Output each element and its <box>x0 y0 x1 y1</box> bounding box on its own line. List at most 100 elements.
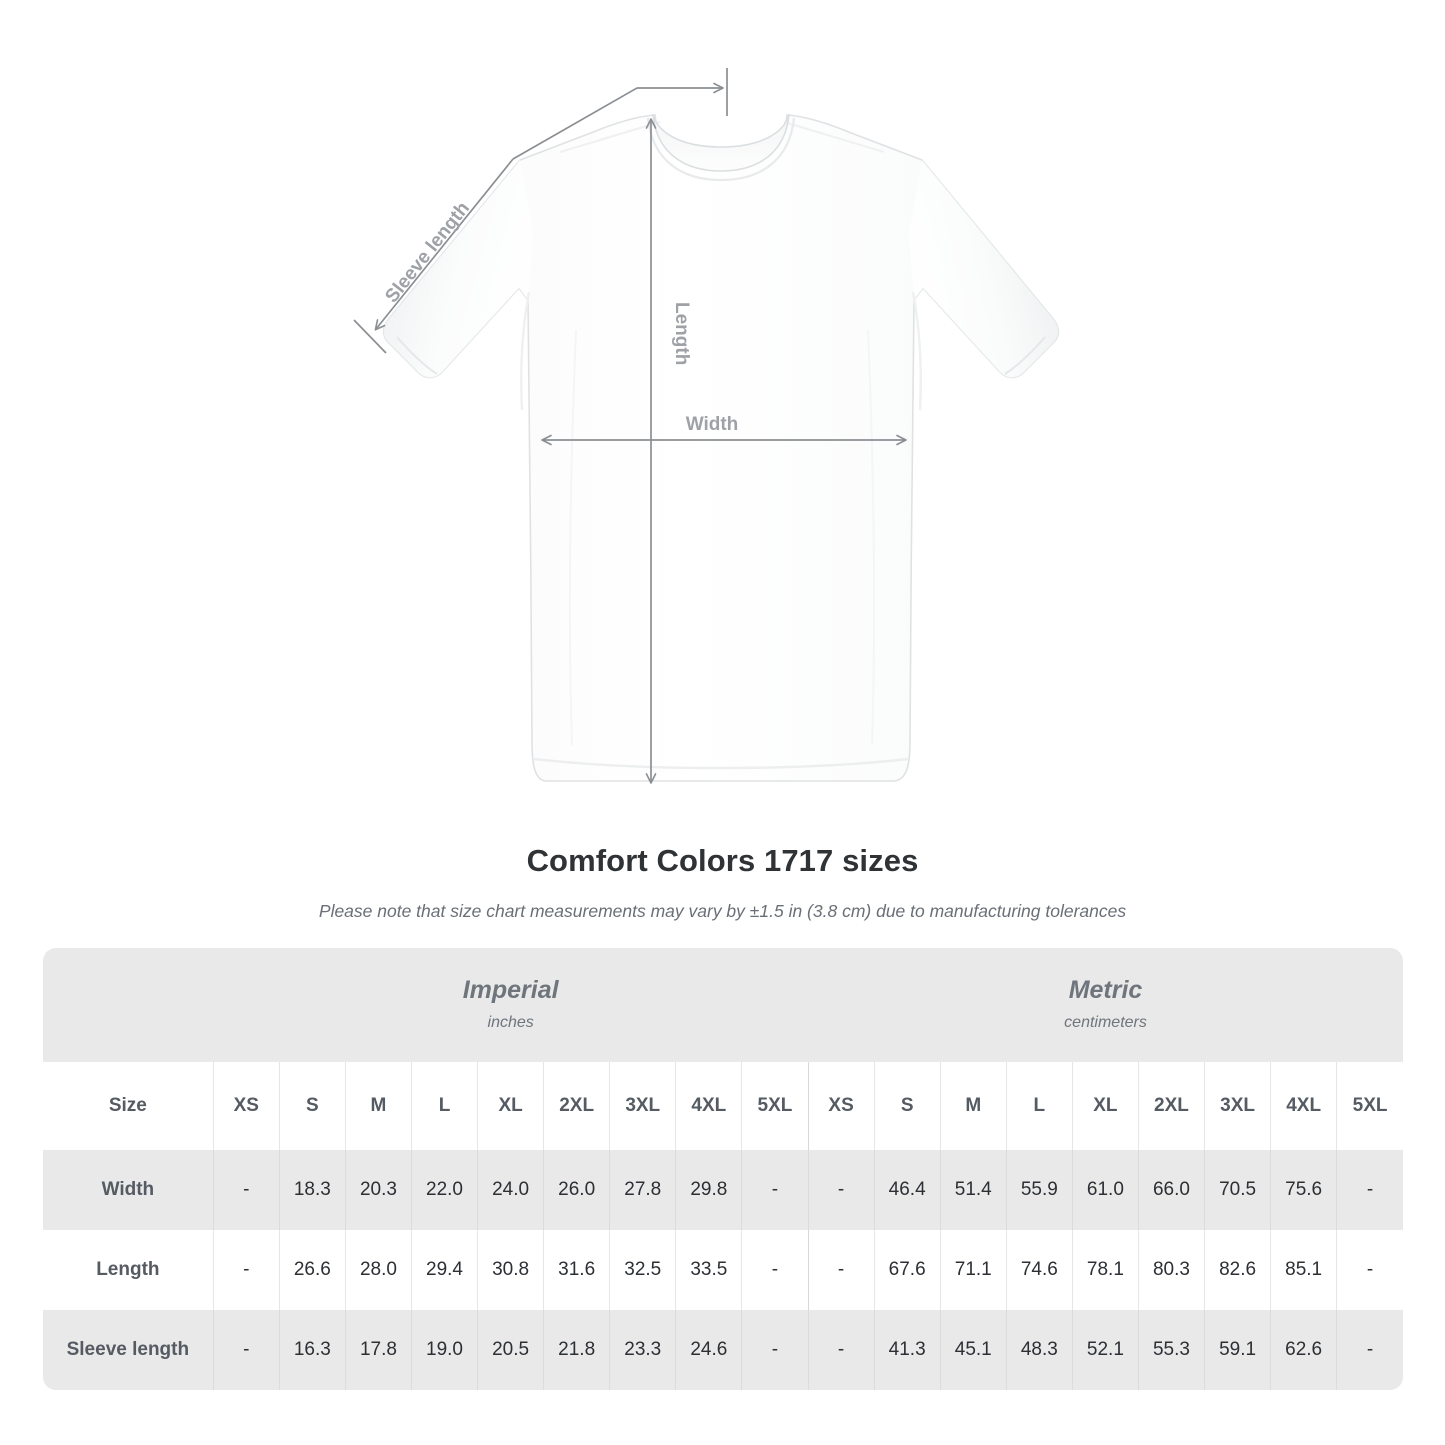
cell-sleeve-imperial-xl: 20.5 <box>477 1310 545 1390</box>
table-row: Sleeve length - 16.3 17.8 19.0 20.5 21.8… <box>43 1310 1403 1390</box>
cell-width-metric-xl: 61.0 <box>1072 1150 1139 1230</box>
cell-length-metric-4xl: 85.1 <box>1270 1230 1338 1310</box>
cell-length-metric-m: 71.1 <box>940 1230 1007 1310</box>
cell-length-metric-5xl: - <box>1336 1230 1403 1310</box>
header-cell-metric-3xl: 3XL <box>1204 1062 1272 1150</box>
width-label: Width <box>686 414 739 435</box>
cell-width-metric-xs: - <box>808 1150 875 1230</box>
unit-group-imperial: Imperial inches <box>213 948 809 1062</box>
heading-block: Comfort Colors 1717 sizes Please note th… <box>0 840 1445 923</box>
header-cell-imperial-4xl: 4XL <box>675 1062 743 1150</box>
cell-width-imperial-5xl: - <box>741 1150 809 1230</box>
cell-length-imperial-s: 26.6 <box>279 1230 346 1310</box>
cell-sleeve-imperial-l: 19.0 <box>411 1310 479 1390</box>
cell-width-imperial-xs: - <box>213 1150 280 1230</box>
collar-outer-stitch <box>646 117 796 182</box>
cell-width-imperial-l: 22.0 <box>411 1150 479 1230</box>
cell-width-metric-5xl: - <box>1336 1150 1403 1230</box>
size-table-wrapper: Imperial inches Metric centimeters Size … <box>43 948 1403 1390</box>
cell-length-metric-l: 74.6 <box>1006 1230 1073 1310</box>
cell-sleeve-metric-l: 48.3 <box>1006 1310 1073 1390</box>
header-cell-metric-4xl: 4XL <box>1270 1062 1338 1150</box>
cell-length-metric-xl: 78.1 <box>1072 1230 1139 1310</box>
size-header-row: Size XS S M L XL 2XL 3XL 4XL 5XL XS S M … <box>43 1062 1403 1150</box>
header-cell-imperial-l: L <box>411 1062 479 1150</box>
cell-sleeve-metric-m: 45.1 <box>940 1310 1007 1390</box>
row-label-width: Width <box>43 1150 214 1230</box>
cell-length-imperial-xl: 30.8 <box>477 1230 545 1310</box>
unit-header-row: Imperial inches Metric centimeters <box>43 948 1403 1062</box>
unit-spacer-cell <box>43 948 214 1062</box>
sleeve-end-tick <box>353 319 387 354</box>
left-shoulder-seam <box>559 120 661 154</box>
sleeve-upper-segment <box>512 87 638 160</box>
cell-sleeve-metric-xs: - <box>808 1310 875 1390</box>
cell-length-imperial-l: 29.4 <box>411 1230 479 1310</box>
tolerance-note: Please note that size chart measurements… <box>318 901 1127 921</box>
cell-width-metric-3xl: 70.5 <box>1204 1150 1272 1230</box>
width-annotation: Width <box>541 414 907 446</box>
sleeve-diagonal-line <box>374 158 514 331</box>
table-row: Width - 18.3 20.3 22.0 24.0 26.0 27.8 29… <box>43 1150 1403 1230</box>
cell-length-metric-s: 67.6 <box>874 1230 941 1310</box>
cell-length-metric-xs: - <box>808 1230 875 1310</box>
cell-sleeve-imperial-4xl: 24.6 <box>675 1310 743 1390</box>
body-fold-right <box>867 329 876 746</box>
cell-width-imperial-m: 20.3 <box>345 1150 412 1230</box>
cell-sleeve-metric-4xl: 62.6 <box>1270 1310 1338 1390</box>
body-fold-left <box>568 329 577 746</box>
cell-length-imperial-xs: - <box>213 1230 280 1310</box>
header-cell-imperial-xs: XS <box>213 1062 280 1150</box>
cell-length-imperial-3xl: 32.5 <box>609 1230 677 1310</box>
tshirt-graphic <box>382 113 1060 782</box>
header-cell-metric-5xl: 5XL <box>1336 1062 1403 1150</box>
cell-width-metric-2xl: 66.0 <box>1138 1150 1206 1230</box>
cell-length-imperial-5xl: - <box>741 1230 809 1310</box>
row-label-length: Length <box>43 1230 214 1310</box>
header-cell-metric-l: L <box>1006 1062 1073 1150</box>
header-cell-imperial-xl: XL <box>477 1062 545 1150</box>
header-cell-metric-xl: XL <box>1072 1062 1139 1150</box>
cell-length-metric-3xl: 82.6 <box>1204 1230 1272 1310</box>
header-cell-metric-2xl: 2XL <box>1138 1062 1206 1150</box>
cell-sleeve-metric-s: 41.3 <box>874 1310 941 1390</box>
cell-sleeve-metric-xl: 52.1 <box>1072 1310 1139 1390</box>
left-armhole-seam <box>520 291 531 411</box>
cell-sleeve-imperial-2xl: 21.8 <box>543 1310 611 1390</box>
cell-width-metric-s: 46.4 <box>874 1150 941 1230</box>
table-row: Length - 26.6 28.0 29.4 30.8 31.6 32.5 3… <box>43 1230 1403 1310</box>
right-sleeve-shade <box>909 160 1059 378</box>
header-cell-imperial-m: M <box>345 1062 412 1150</box>
cell-length-imperial-m: 28.0 <box>345 1230 412 1310</box>
right-shoulder-seam <box>783 120 885 154</box>
tshirt-measurement-diagram: Sleeve length Length Width <box>353 68 1060 784</box>
cell-width-imperial-s: 18.3 <box>279 1150 346 1230</box>
header-cell-imperial-s: S <box>279 1062 346 1150</box>
cell-length-imperial-2xl: 31.6 <box>543 1230 611 1310</box>
unit-imperial-name: Imperial <box>462 976 559 1004</box>
header-cell-imperial-5xl: 5XL <box>741 1062 809 1150</box>
cell-width-imperial-3xl: 27.8 <box>609 1150 677 1230</box>
unit-group-metric: Metric centimeters <box>808 948 1403 1062</box>
header-cell-imperial-3xl: 3XL <box>609 1062 677 1150</box>
collar-band <box>652 113 790 172</box>
cell-length-imperial-4xl: 33.5 <box>675 1230 743 1310</box>
right-armhole-seam <box>911 291 922 411</box>
cell-sleeve-imperial-xs: - <box>213 1310 280 1390</box>
cell-sleeve-metric-2xl: 55.3 <box>1138 1310 1206 1390</box>
page-title: Comfort Colors 1717 sizes <box>526 843 919 878</box>
header-cell-imperial-2xl: 2XL <box>543 1062 611 1150</box>
cell-width-metric-m: 51.4 <box>940 1150 1007 1230</box>
cell-sleeve-imperial-m: 17.8 <box>345 1310 412 1390</box>
row-label-sleeve-length: Sleeve length <box>43 1310 214 1390</box>
cell-sleeve-metric-5xl: - <box>1336 1310 1403 1390</box>
bottom-hem <box>533 757 909 770</box>
length-label: Length <box>671 302 692 365</box>
cell-width-imperial-4xl: 29.8 <box>675 1150 743 1230</box>
size-table: Imperial inches Metric centimeters Size … <box>43 948 1403 1390</box>
unit-metric-sub: centimeters <box>1064 1014 1147 1031</box>
length-annotation: Length <box>645 118 692 784</box>
right-sleeve-hem <box>1004 336 1046 375</box>
cell-width-metric-4xl: 75.6 <box>1270 1150 1338 1230</box>
